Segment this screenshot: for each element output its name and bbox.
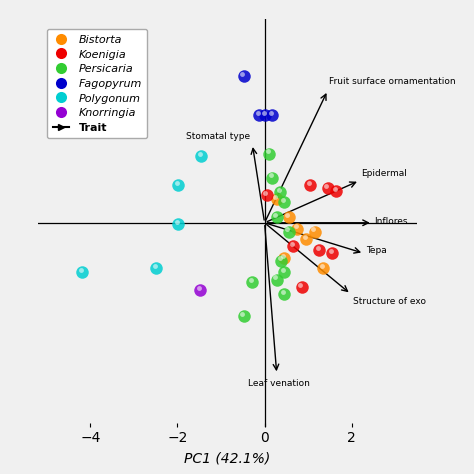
Text: Stomatal type: Stomatal type <box>186 132 251 141</box>
Text: Fruit surface ornamentation: Fruit surface ornamentation <box>329 77 456 86</box>
Text: Inflores: Inflores <box>374 217 408 226</box>
Legend: Bistorta, Koenigia, Persicaria, Fagopyrum, Polygonum, Knorringia, Trait: Bistorta, Koenigia, Persicaria, Fagopyru… <box>47 28 147 138</box>
Text: Leaf venation: Leaf venation <box>247 379 310 388</box>
Text: Structure of exo: Structure of exo <box>353 297 426 306</box>
Text: Tepa: Tepa <box>365 246 386 255</box>
X-axis label: PC1 (42.1%): PC1 (42.1%) <box>184 451 271 465</box>
Text: Epidermal: Epidermal <box>361 169 407 178</box>
